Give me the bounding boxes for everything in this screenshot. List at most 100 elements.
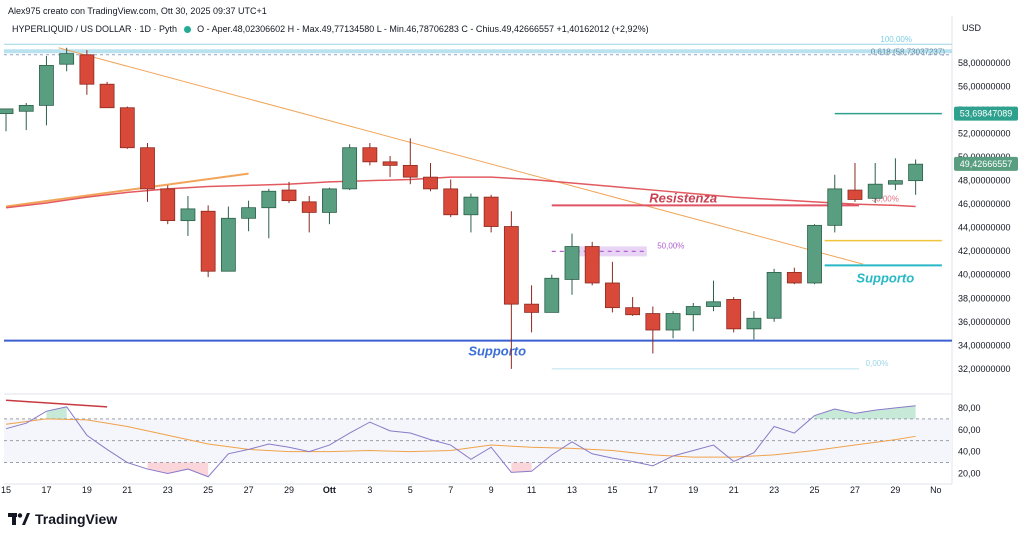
candle-body	[524, 303, 539, 313]
fib-0-label: 0,00%	[866, 359, 889, 368]
candle-body	[766, 271, 782, 319]
fib-50-zone-label: 50,00%	[657, 241, 684, 250]
price-tick-label: 38,00000000	[958, 293, 1011, 303]
candle-body	[867, 183, 883, 199]
candle-body	[645, 313, 661, 331]
date-tick-label: 11	[527, 485, 536, 495]
rsi-oversold-fill	[511, 462, 532, 473]
candle-body	[261, 190, 277, 209]
date-tick-label: 17	[648, 485, 658, 495]
rising-trendline	[5, 172, 249, 208]
rsi-trendline	[5, 399, 108, 408]
candle-body	[423, 176, 438, 190]
rsi-tick-label: 40,00	[958, 447, 981, 457]
candle-body	[564, 246, 580, 280]
candle-body	[888, 180, 903, 185]
date-tick-label: 27	[244, 485, 254, 495]
candle-body	[908, 163, 924, 182]
price-label-text: 49,42666557	[960, 159, 1013, 169]
rsi-tick-label: 20,00	[958, 468, 981, 478]
price-tick-label: 36,00000000	[958, 317, 1011, 327]
candle-body	[220, 217, 236, 272]
candle-body	[79, 54, 95, 85]
date-tick-label: 29	[890, 485, 900, 495]
price-tick-label: 34,00000000	[958, 340, 1011, 350]
price-tick-label: 56,00000000	[958, 82, 1011, 92]
date-tick-label: 9	[489, 485, 494, 495]
price-tick-label: 32,00000000	[958, 364, 1011, 374]
date-tick-label: 21	[122, 485, 132, 495]
candle-body	[706, 301, 721, 307]
candle-body	[241, 207, 256, 219]
candle-body	[301, 201, 317, 213]
candle-body	[544, 277, 560, 313]
resistance-label: Resistenza	[649, 190, 717, 205]
fib-100-label: 100,00%	[880, 35, 912, 44]
candle-body	[483, 196, 499, 227]
date-tick-label: 27	[850, 485, 860, 495]
date-tick-label: 19	[688, 485, 698, 495]
price-tick-label: 46,00000000	[958, 199, 1011, 209]
rsi-overbought-fill	[46, 406, 67, 419]
price-tick-label: 44,00000000	[958, 223, 1011, 233]
candle-body	[160, 188, 176, 222]
tradingview-logo-icon	[8, 513, 30, 525]
rsi-line	[5, 405, 916, 478]
candle-body	[807, 224, 822, 284]
candle-body	[322, 188, 337, 213]
date-tick-label: 23	[163, 485, 173, 495]
candle-body	[605, 282, 620, 309]
candle-body	[584, 246, 600, 284]
date-tick-label: 17	[41, 485, 51, 495]
date-tick-label: 15	[607, 485, 617, 495]
candle-body	[362, 147, 378, 163]
candle-body	[119, 107, 135, 149]
rsi-tick-label: 60,00	[958, 425, 981, 435]
symbol-info-bar: HYPERLIQUID / US DOLLAR · 1D · Pyth O - …	[12, 24, 649, 34]
date-tick-label: No	[930, 485, 942, 495]
date-tick-label: 21	[729, 485, 739, 495]
descending-trendline	[58, 47, 864, 265]
date-tick-label: 29	[284, 485, 294, 495]
candle-body	[140, 147, 155, 190]
price-tick-label: 40,00000000	[958, 270, 1011, 280]
tradingview-logo[interactable]: TradingView	[8, 511, 117, 527]
date-tick-label: 3	[367, 485, 372, 495]
candle-body	[726, 299, 742, 330]
date-tick-label: 25	[810, 485, 820, 495]
candle-body	[200, 210, 216, 272]
rsi-ma-line	[5, 418, 916, 458]
candle-body	[625, 307, 641, 316]
candle-body	[503, 226, 519, 305]
price-tick-label: 48,00000000	[958, 176, 1011, 186]
candle-body	[39, 64, 54, 106]
price-label-badge	[954, 156, 1018, 171]
price-label-badge	[954, 106, 1018, 121]
candle-body	[180, 208, 196, 222]
symbol-name[interactable]: HYPERLIQUID / US DOLLAR · 1D · Pyth	[12, 24, 178, 34]
currency-label: USD	[962, 23, 982, 33]
candle-body	[99, 83, 115, 109]
date-tick-label: 19	[82, 485, 92, 495]
candle-body	[685, 306, 701, 316]
price-tick-label: 52,00000000	[958, 129, 1011, 139]
candle-body	[382, 161, 398, 166]
chart-creator-header: Alex975 creato con TradingView.com, Ott …	[8, 6, 267, 16]
candle-body	[847, 189, 863, 200]
support-2-label: Supporto	[856, 270, 914, 285]
price-tick-label: 42,00000000	[958, 246, 1011, 256]
candle-body	[342, 147, 358, 190]
candle-body	[281, 189, 297, 202]
tradingview-brand-name: TradingView	[35, 511, 118, 527]
price-label-text: 53,69847089	[960, 109, 1013, 119]
candle-body	[746, 317, 762, 330]
fib-50-label: 50,00%	[872, 194, 899, 203]
market-status-icon	[183, 26, 191, 34]
date-tick-label: 5	[408, 485, 413, 495]
candle-body	[0, 108, 14, 115]
rsi-tick-label: 80,00	[958, 403, 981, 413]
date-tick-label: 25	[203, 485, 213, 495]
candle-body	[402, 164, 418, 178]
date-tick-label: Ott	[323, 485, 336, 495]
